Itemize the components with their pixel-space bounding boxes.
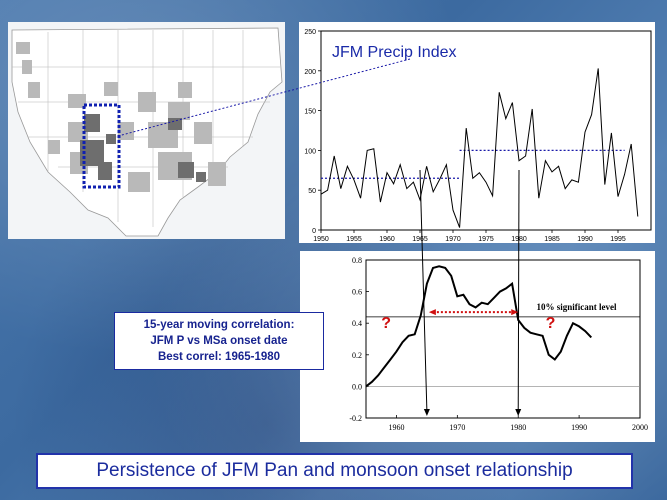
x-tick-label: 1995 — [610, 236, 626, 243]
y-tick-label: 150 — [304, 109, 316, 116]
correlation-line — [365, 265, 593, 388]
x-tick-label: 1965 — [412, 236, 428, 243]
y-tick-label: 100 — [304, 148, 316, 155]
corr-line-1: 15-year moving correlation: — [143, 319, 295, 331]
x-tick-label: 1970 — [449, 423, 465, 432]
x-tick-label: 1970 — [445, 236, 461, 243]
moving-correlation-chart: -0.2 0.0 0.2 0.4 0.6 0.8 1960 1970 1980 1990 2000… — [300, 251, 655, 442]
y-tick-label: 0.4 — [352, 319, 362, 328]
question-mark-left: ? — [381, 315, 391, 332]
y-tick-label: 0.8 — [352, 256, 362, 265]
region-box — [82, 103, 121, 189]
significance-label: 10% significant level — [536, 302, 616, 312]
corr-line-3: Best correl: 1965-1980 — [157, 351, 281, 363]
moving-correlation-svg: -0.2 0.0 0.2 0.4 0.6 0.8 1960 1970 1980 1990 2000… — [349, 256, 648, 432]
jfm-precip-chart: JFM Precip Index 0 50 100 150 200 250 1950 195… — [299, 22, 655, 243]
us-precip-map — [8, 22, 285, 239]
x-tick-label: 2000 — [632, 423, 648, 432]
y-tick-label: 0.2 — [352, 351, 362, 360]
plot-frame — [365, 259, 641, 419]
y-tick-label: -0.2 — [349, 414, 362, 423]
y-tick-label: 250 — [304, 29, 316, 36]
precip-index-line — [320, 68, 639, 228]
y-tick-label: 50 — [308, 188, 316, 195]
corr-line-2: JFM P vs MSa onset date — [150, 335, 288, 347]
chart-title: JFM Precip Index — [332, 44, 456, 61]
slide-title: Persistence of JFM Pan and monsoon onset… — [36, 453, 633, 489]
x-tick-label: 1975 — [478, 236, 494, 243]
y-tick-label: 0.0 — [352, 382, 362, 391]
arrow-head-left — [428, 309, 436, 316]
y-tick-label: 0.6 — [352, 288, 362, 297]
jfm-precip-svg: JFM Precip Index 0 50 100 150 200 250 1950 195… — [304, 29, 652, 243]
correlation-note: 15-year moving correlation: JFM P vs MSa… — [114, 312, 324, 370]
x-tick-label: 1960 — [379, 236, 395, 243]
y-tick-label: 200 — [304, 69, 316, 76]
x-tick-label: 1960 — [388, 423, 404, 432]
us-map-panel — [8, 22, 285, 239]
x-tick-label: 1985 — [544, 236, 560, 243]
x-tick-label: 1980 — [511, 236, 527, 243]
question-mark-right: ? — [546, 315, 556, 332]
x-tick-label: 1955 — [346, 236, 362, 243]
x-tick-label: 1950 — [313, 236, 329, 243]
x-tick-label: 1990 — [571, 423, 587, 432]
x-tick-label: 1980 — [510, 423, 526, 432]
y-tick-label: 0 — [312, 228, 316, 235]
x-tick-label: 1990 — [577, 236, 593, 243]
arrow-head-right — [511, 309, 519, 316]
